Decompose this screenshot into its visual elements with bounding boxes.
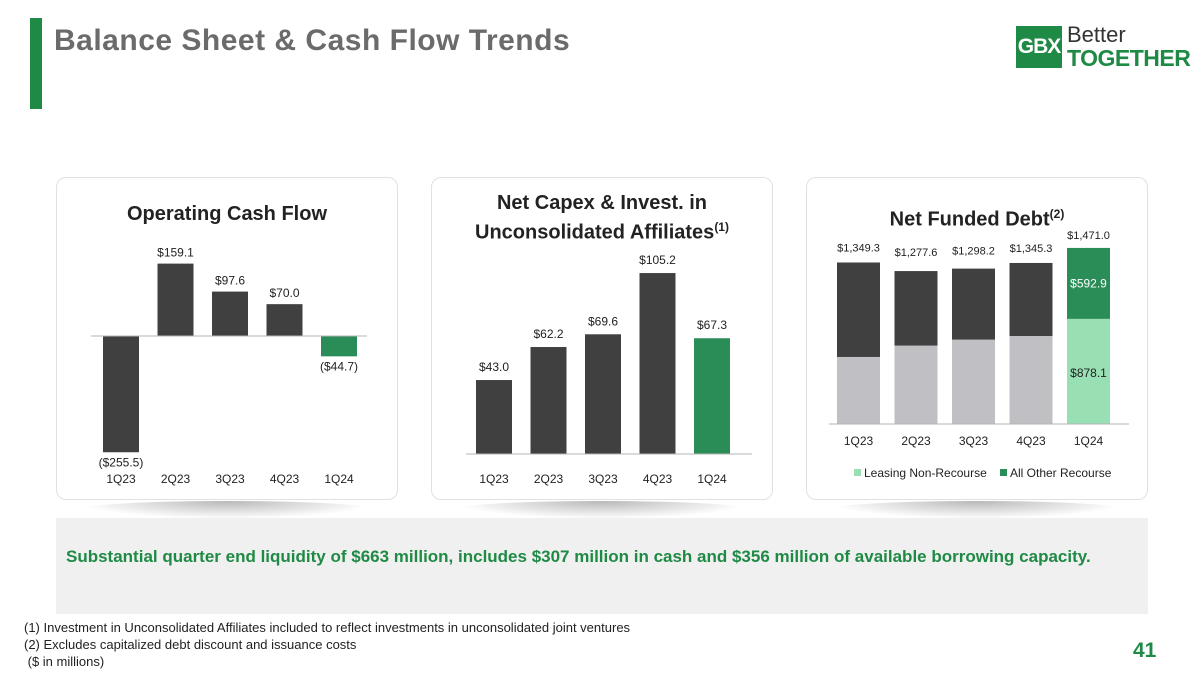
- bar-3q23: [585, 334, 621, 454]
- bar-recourse-3q23: [952, 268, 995, 340]
- chart-title: Net Funded Debt(2): [889, 207, 1065, 231]
- x-tick-label: 4Q23: [643, 472, 673, 486]
- net-capex-panel: Net Capex & Invest. in Unconsolidated Af…: [431, 177, 773, 500]
- net-funded-debt-panel: Net Funded Debt(2) $1,349.3 1Q23 $1,277.6 2…: [806, 177, 1148, 500]
- x-tick-label: 1Q24: [324, 472, 354, 486]
- liquidity-callout: Substantial quarter end liquidity of $66…: [56, 518, 1148, 614]
- data-label: $97.6: [215, 274, 245, 288]
- bar-recourse-1q23: [837, 262, 880, 357]
- panel-shadow: [451, 501, 753, 519]
- x-tick-label: 1Q23: [844, 434, 874, 448]
- data-label: $69.6: [588, 314, 618, 328]
- data-label: $67.3: [697, 318, 727, 332]
- bar-leasing-3q23: [952, 339, 995, 424]
- bar-3q23: [212, 291, 248, 336]
- data-label: $70.0: [269, 286, 299, 300]
- bar-leasing-1q24: [1067, 318, 1110, 424]
- legend-swatch-leasing: [854, 469, 861, 476]
- total-label: $1,345.3: [1010, 243, 1053, 255]
- x-tick-label: 1Q23: [479, 472, 509, 486]
- x-tick-label: 2Q23: [534, 472, 564, 486]
- x-tick-label: 1Q24: [1074, 434, 1104, 448]
- bar-1q24: [321, 336, 357, 357]
- logo-tagline-bottom: TOGETHER: [1067, 45, 1191, 71]
- x-tick-label: 1Q23: [106, 472, 136, 486]
- page-number: 41: [1133, 639, 1157, 662]
- legend-label-recourse: All Other Recourse: [1010, 466, 1112, 480]
- bar-4q23: [266, 304, 303, 336]
- x-tick-label: 3Q23: [588, 472, 618, 486]
- bar-2q23: [530, 347, 567, 454]
- net-funded-debt-chart: $1,349.3 1Q23 $1,277.6 2Q23 $1,298.2 3Q23 $1,3…: [829, 230, 1129, 480]
- legend-label-leasing: Leasing Non-Recourse: [864, 466, 987, 480]
- data-label: $159.1: [157, 246, 194, 260]
- callout-text: Substantial quarter end liquidity of $66…: [66, 547, 1091, 566]
- logo-mark: GBX: [1016, 26, 1062, 68]
- data-label: ($44.7): [320, 359, 358, 373]
- x-tick-label: 1Q24: [697, 472, 727, 486]
- bar-leasing-2q23: [894, 345, 938, 424]
- footnote-3: ($ in millions): [24, 654, 105, 669]
- bar-recourse-2q23: [894, 271, 938, 346]
- net-capex-chart: $43.0 1Q23 $62.2 2Q23 $69.6 3Q23 $105.2 4Q23 $67…: [466, 253, 752, 486]
- logo-tagline-top: Better: [1067, 22, 1126, 47]
- data-label: ($255.5): [99, 455, 144, 469]
- segment-label-leasing: $878.1: [1070, 366, 1107, 380]
- bar-4q23: [639, 273, 676, 454]
- footnotes: (1) Investment in Unconsolidated Affilia…: [24, 619, 630, 670]
- operating-cash-flow-panel: Operating Cash Flow ($255.5) 1Q23 $159.1 2Q…: [56, 177, 398, 500]
- segment-label-recourse: $592.9: [1070, 276, 1107, 290]
- bar-1q23: [476, 380, 512, 454]
- bar-recourse-4q23: [1009, 262, 1053, 337]
- legend-swatch-recourse: [1000, 469, 1007, 476]
- footnote-1: (1) Investment in Unconsolidated Affilia…: [24, 620, 631, 635]
- data-label: $43.0: [479, 360, 509, 374]
- page-title: Balance Sheet & Cash Flow Trends: [54, 24, 571, 57]
- bar-leasing-4q23: [1009, 336, 1053, 424]
- x-tick-label: 4Q23: [1016, 434, 1046, 448]
- bar-recourse-1q24: [1067, 247, 1110, 319]
- total-label: $1,471.0: [1067, 230, 1110, 242]
- bar-1q24: [694, 338, 730, 454]
- x-tick-label: 4Q23: [270, 472, 300, 486]
- total-label: $1,298.2: [952, 246, 995, 258]
- chart-title: Operating Cash Flow: [126, 203, 328, 225]
- bar-1q23: [103, 336, 139, 453]
- title-accent-bar: [30, 18, 42, 109]
- bar-leasing-1q23: [837, 356, 880, 424]
- chart-title: Net Capex & Invest. in Unconsolidated Af…: [475, 192, 729, 244]
- panel-shadow: [826, 501, 1128, 519]
- operating-cash-flow-chart: ($255.5) 1Q23 $159.1 2Q23 $97.6 3Q23 $70.0 4Q23…: [91, 246, 367, 486]
- panel-shadow: [76, 501, 378, 519]
- x-tick-label: 3Q23: [215, 472, 245, 486]
- footnote-2: (2) Excludes capitalized debt discount a…: [24, 637, 357, 652]
- total-label: $1,349.3: [837, 242, 880, 254]
- bar-2q23: [157, 263, 194, 336]
- total-label: $1,277.6: [895, 247, 938, 259]
- data-label: $105.2: [639, 253, 676, 267]
- x-tick-label: 3Q23: [959, 434, 989, 448]
- company-logo: GBX Better TOGETHER: [1016, 22, 1191, 72]
- x-tick-label: 2Q23: [161, 472, 191, 486]
- data-label: $62.2: [533, 327, 563, 341]
- x-tick-label: 2Q23: [901, 434, 931, 448]
